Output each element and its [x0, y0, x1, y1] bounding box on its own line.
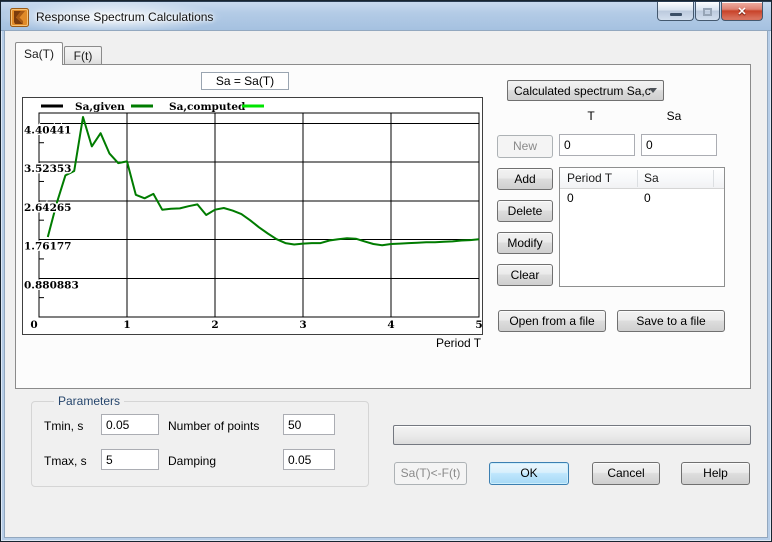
new-button[interactable]: New: [497, 135, 553, 158]
svg-text:3: 3: [299, 319, 306, 331]
chevron-down-icon: [649, 88, 657, 97]
spectrum-select-value: Calculated spectrum Sa,c: [514, 83, 651, 98]
tab-f-t[interactable]: F(t): [64, 46, 102, 65]
progress-bar: [393, 425, 751, 445]
cell-sa: 0: [644, 191, 651, 205]
svg-text:0: 0: [30, 319, 37, 331]
chart-title: Sa = Sa(T): [201, 72, 289, 90]
ok-button[interactable]: OK: [489, 462, 569, 485]
svg-text:1.76177: 1.76177: [24, 241, 72, 253]
column-divider[interactable]: [637, 170, 638, 187]
svg-text:Sa,computed: Sa,computed: [169, 101, 246, 113]
tmax-input[interactable]: 5: [101, 449, 159, 470]
t-input[interactable]: 0: [559, 134, 635, 156]
open-from-file-button[interactable]: Open from a file: [498, 310, 606, 332]
points-table-header[interactable]: Period T Sa: [560, 168, 724, 189]
cell-period: 0: [567, 191, 574, 205]
maximize-icon: [703, 8, 712, 16]
tab-page-sa-t: Sa = Sa(T) 0.880883 1.76177 2.64265 3.52353…: [15, 64, 751, 389]
damping-label: Damping: [168, 454, 217, 468]
spectrum-chart-panel: 0.880883 1.76177 2.64265 3.52353 4.40441 0 1 2 3…: [22, 97, 483, 335]
minimize-button[interactable]: [657, 2, 694, 21]
parameters-legend: Parameters: [54, 394, 125, 408]
svg-text:Sa,given: Sa,given: [75, 101, 125, 113]
window-title: Response Spectrum Calculations: [36, 10, 214, 24]
modify-button[interactable]: Modify: [497, 232, 553, 254]
column-header-period[interactable]: Period T: [567, 171, 613, 185]
damping-input[interactable]: 0.05: [283, 449, 335, 470]
close-button[interactable]: ✕: [721, 2, 763, 21]
spectrum-chart: 0.880883 1.76177 2.64265 3.52353 4.40441 0 1 2 3…: [23, 101, 483, 331]
sa-field-label: Sa: [666, 109, 682, 123]
svg-text:2.64265: 2.64265: [24, 202, 72, 214]
svg-text:0.880883: 0.880883: [24, 279, 79, 291]
cancel-button[interactable]: Cancel: [592, 462, 660, 485]
convert-ft-to-sat-button[interactable]: Sa(T)<-F(t): [394, 462, 467, 485]
minimize-icon: [669, 12, 682, 16]
close-icon: ✕: [737, 6, 747, 18]
svg-text:1: 1: [123, 319, 130, 331]
add-button[interactable]: Add: [497, 168, 553, 190]
tab-sa-t[interactable]: Sa(T): [15, 42, 63, 65]
t-field-label: T: [587, 109, 595, 123]
clear-button[interactable]: Clear: [497, 264, 553, 286]
column-divider[interactable]: [713, 170, 714, 187]
svg-text:4.40441: 4.40441: [24, 124, 72, 136]
maximize-button[interactable]: [695, 2, 720, 21]
column-header-sa[interactable]: Sa: [644, 171, 659, 185]
sa-input[interactable]: 0: [641, 134, 717, 156]
svg-text:5: 5: [475, 319, 482, 331]
tmax-label: Tmax, s: [44, 454, 87, 468]
title-glow: [1, 2, 301, 32]
dialog-client-area: Sa(T) F(t) Sa = Sa(T) 0.880883 1.76177 2.6…: [5, 31, 767, 537]
help-button[interactable]: Help: [681, 462, 750, 485]
tmin-label: Tmin, s: [44, 419, 84, 433]
svg-text:2: 2: [211, 319, 218, 331]
title-bar[interactable]: Response Spectrum Calculations ✕: [1, 1, 771, 32]
save-to-file-button[interactable]: Save to a file: [617, 310, 725, 332]
tmin-input[interactable]: 0.05: [101, 414, 159, 435]
svg-text:3.52353: 3.52353: [24, 163, 72, 175]
app-icon: [10, 8, 29, 27]
spectrum-select[interactable]: Calculated spectrum Sa,c: [507, 80, 664, 101]
svg-text:4: 4: [387, 319, 394, 331]
delete-button[interactable]: Delete: [497, 200, 553, 222]
npoints-input[interactable]: 50: [283, 414, 335, 435]
parameters-group: Parameters Tmin, s 0.05 Number of points…: [31, 394, 369, 487]
chart-xaxis-label: Period T: [436, 336, 482, 350]
npoints-label: Number of points: [168, 419, 260, 433]
